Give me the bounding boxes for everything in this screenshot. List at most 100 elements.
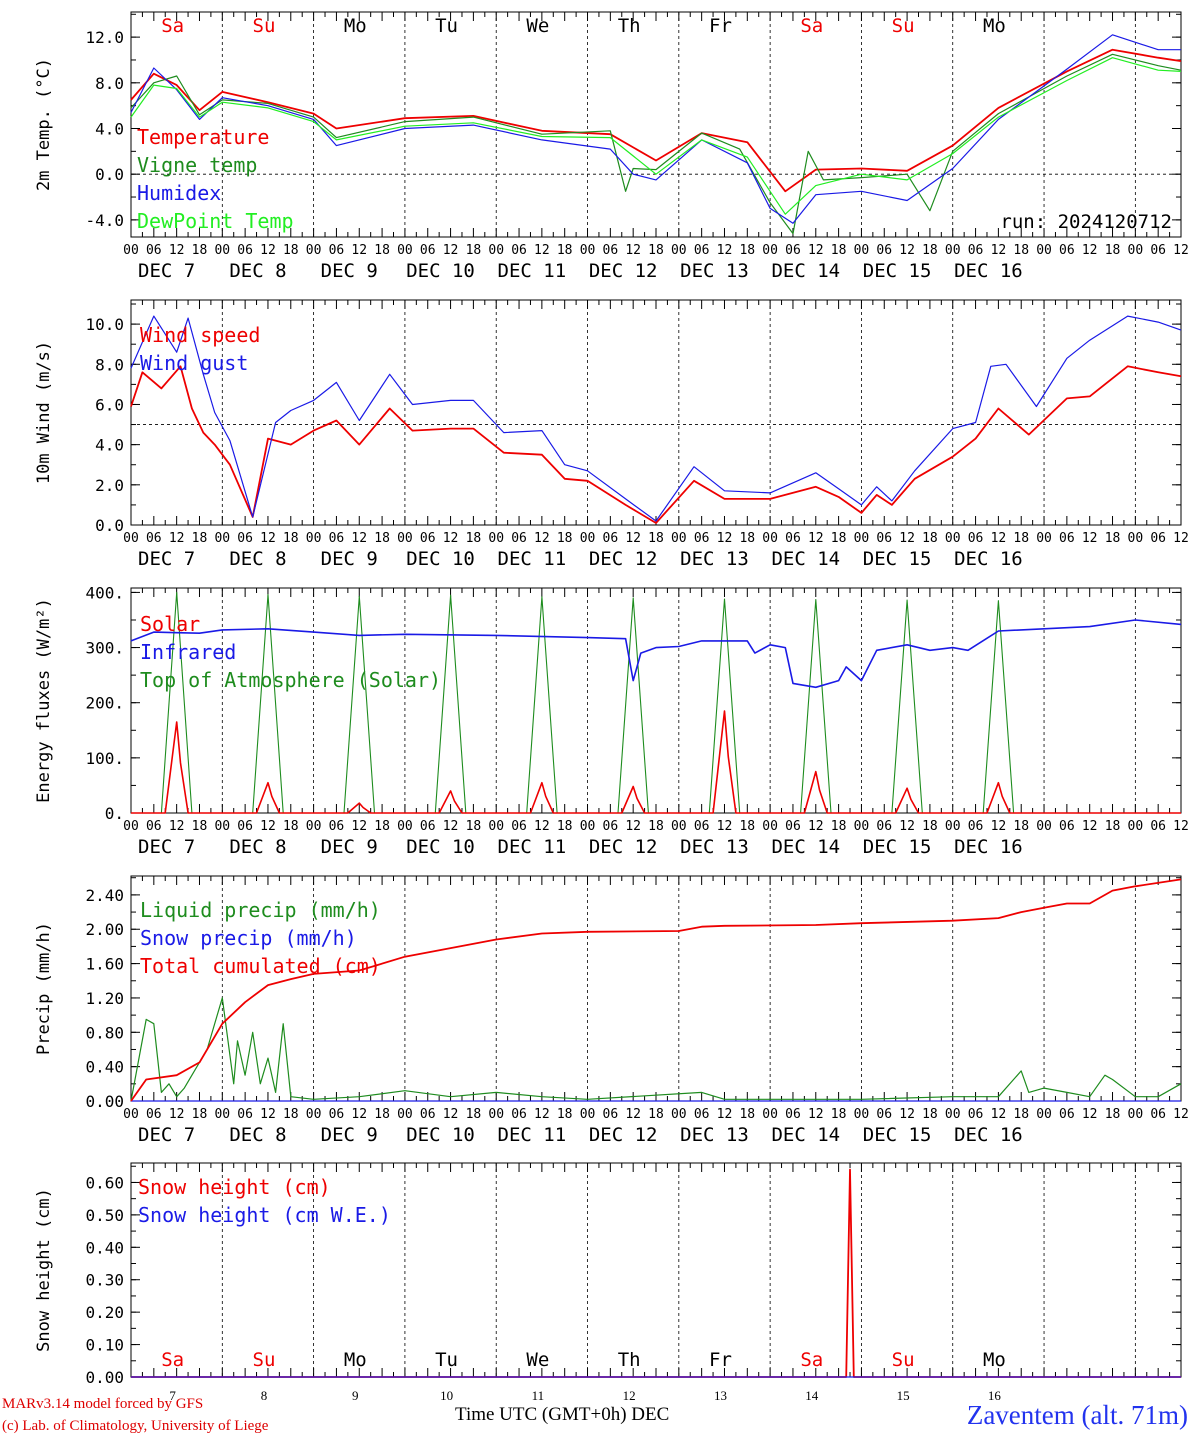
hour-tick-label: 06 [329, 243, 345, 258]
hour-tick-label: 00 [123, 819, 139, 834]
date-label: DEC 15 [863, 1124, 932, 1146]
hour-tick-label: 06 [1150, 1107, 1166, 1122]
day-number-label: 16 [988, 1388, 1002, 1403]
hour-tick-label: 18 [374, 243, 390, 258]
y-tick-label: 100. [85, 749, 124, 768]
date-label: DEC 7 [138, 548, 195, 570]
hour-tick-label: 00 [854, 243, 870, 258]
legend-label: DewPoint Temp [137, 209, 294, 233]
y-tick-label: 0.10 [85, 1336, 124, 1355]
y-tick-label: 2.00 [85, 920, 124, 939]
date-label: DEC 14 [771, 548, 840, 570]
weekday-label-bottom: We [526, 1349, 549, 1371]
hour-tick-label: 12 [1082, 531, 1098, 546]
hour-tick-label: 06 [329, 819, 345, 834]
hour-tick-label: 12 [351, 1107, 367, 1122]
hour-tick-label: 18 [1013, 243, 1029, 258]
day-number-label: 7 [169, 1388, 176, 1403]
y-tick-label: 0.0 [95, 516, 124, 535]
panel-4: 0.00 0.40 0.80 1.20 1.60 2.00 2.40 Precip (mm/h… [34, 875, 1189, 1146]
lab-credit: (c) Lab. of Climatology, University of L… [2, 1418, 269, 1434]
hour-tick-label: 12 [534, 1107, 550, 1122]
date-label: DEC 16 [954, 548, 1023, 570]
hour-tick-label: 00 [488, 1107, 504, 1122]
hour-tick-label: 00 [488, 531, 504, 546]
time-axis-title: Time UTC (GMT+0h) DEC [455, 1404, 670, 1425]
hour-tick-label: 00 [306, 243, 322, 258]
hour-tick-label: 06 [420, 819, 436, 834]
weekday-label-bottom: Sa [161, 1349, 184, 1371]
hour-tick-label: 00 [214, 531, 230, 546]
hour-tick-label: 12 [808, 819, 824, 834]
date-label: DEC 9 [321, 836, 378, 858]
hour-tick-label: 18 [374, 531, 390, 546]
y-tick-label: 0.20 [85, 1303, 124, 1322]
y-axis-title: 10m Wind (m/s) [34, 341, 54, 484]
hour-tick-label: 12 [534, 531, 550, 546]
y-tick-label: 0.50 [85, 1206, 124, 1225]
hour-tick-label: 06 [237, 243, 253, 258]
y-tick-label: 10.0 [85, 315, 124, 334]
y-tick-label: -4.0 [85, 211, 124, 230]
hour-tick-label: 06 [694, 1107, 710, 1122]
hour-tick-label: 06 [420, 243, 436, 258]
hour-tick-label: 18 [648, 531, 664, 546]
hour-tick-label: 18 [922, 243, 938, 258]
hour-tick-label: 18 [1013, 531, 1029, 546]
hour-tick-label: 06 [968, 531, 984, 546]
hour-tick-label: 00 [762, 531, 778, 546]
weekday-label-top: We [526, 15, 549, 37]
weekday-label-top: Tu [435, 15, 458, 37]
y-tick-label: 0.0 [95, 165, 124, 184]
legend-label: Wind speed [140, 323, 260, 347]
hour-tick-label: 18 [739, 1107, 755, 1122]
hour-tick-label: 18 [466, 243, 482, 258]
hour-tick-label: 18 [648, 819, 664, 834]
hour-tick-label: 12 [899, 1107, 915, 1122]
hour-tick-label: 00 [397, 819, 413, 834]
hour-tick-label: 18 [466, 531, 482, 546]
hour-tick-label: 06 [511, 1107, 527, 1122]
dewpoint-temp-series [130, 57, 1182, 215]
y-tick-label: 2.40 [85, 886, 124, 905]
panel-5: 0.00 0.10 0.20 0.30 0.40 0.50 0.60 Snow height … [34, 1162, 1182, 1387]
day-number-label: 10 [440, 1388, 453, 1403]
hour-tick-label: 06 [1059, 819, 1075, 834]
date-label: DEC 13 [680, 1124, 749, 1146]
date-label: DEC 12 [589, 1124, 658, 1146]
run-annotation: run: 2024120712 [1000, 211, 1172, 233]
hour-tick-label: 06 [968, 243, 984, 258]
hour-tick-label: 06 [511, 243, 527, 258]
hour-tick-label: 18 [283, 243, 299, 258]
day-number-label: 12 [623, 1388, 636, 1403]
hour-tick-label: 12 [169, 819, 185, 834]
date-label: DEC 13 [680, 836, 749, 858]
hour-tick-label: 18 [739, 243, 755, 258]
hour-tick-label: 06 [1150, 243, 1166, 258]
y-tick-label: 8.0 [95, 74, 124, 93]
hour-tick-label: 12 [808, 243, 824, 258]
date-label: DEC 15 [863, 260, 932, 282]
date-label: DEC 10 [406, 548, 475, 570]
date-label: DEC 8 [229, 260, 286, 282]
weekday-label-bottom: Fr [709, 1349, 732, 1371]
hour-tick-label: 12 [260, 243, 276, 258]
hour-tick-label: 06 [1150, 531, 1166, 546]
hour-tick-label: 12 [169, 531, 185, 546]
hour-tick-label: 00 [1128, 819, 1144, 834]
hour-tick-label: 18 [922, 1107, 938, 1122]
y-tick-label: 0. [105, 804, 124, 823]
hour-tick-label: 06 [146, 819, 162, 834]
y-tick-label: 8.0 [95, 355, 124, 374]
y-tick-label: 12.0 [85, 28, 124, 47]
hour-tick-label: 06 [785, 1107, 801, 1122]
date-label: DEC 11 [498, 836, 567, 858]
hour-tick-label: 00 [1128, 1107, 1144, 1122]
hour-tick-label: 18 [192, 531, 208, 546]
hour-tick-label: 06 [146, 1107, 162, 1122]
panel-2: 0.0 2.0 4.0 6.0 8.0 10.0 10m Wind (m/s) 00 06 12 1… [34, 299, 1189, 570]
hour-tick-label: 00 [762, 243, 778, 258]
hour-tick-label: 18 [192, 1107, 208, 1122]
legend-label: Snow height (cm W.E.) [138, 1203, 391, 1227]
day-number-label: 9 [352, 1388, 359, 1403]
